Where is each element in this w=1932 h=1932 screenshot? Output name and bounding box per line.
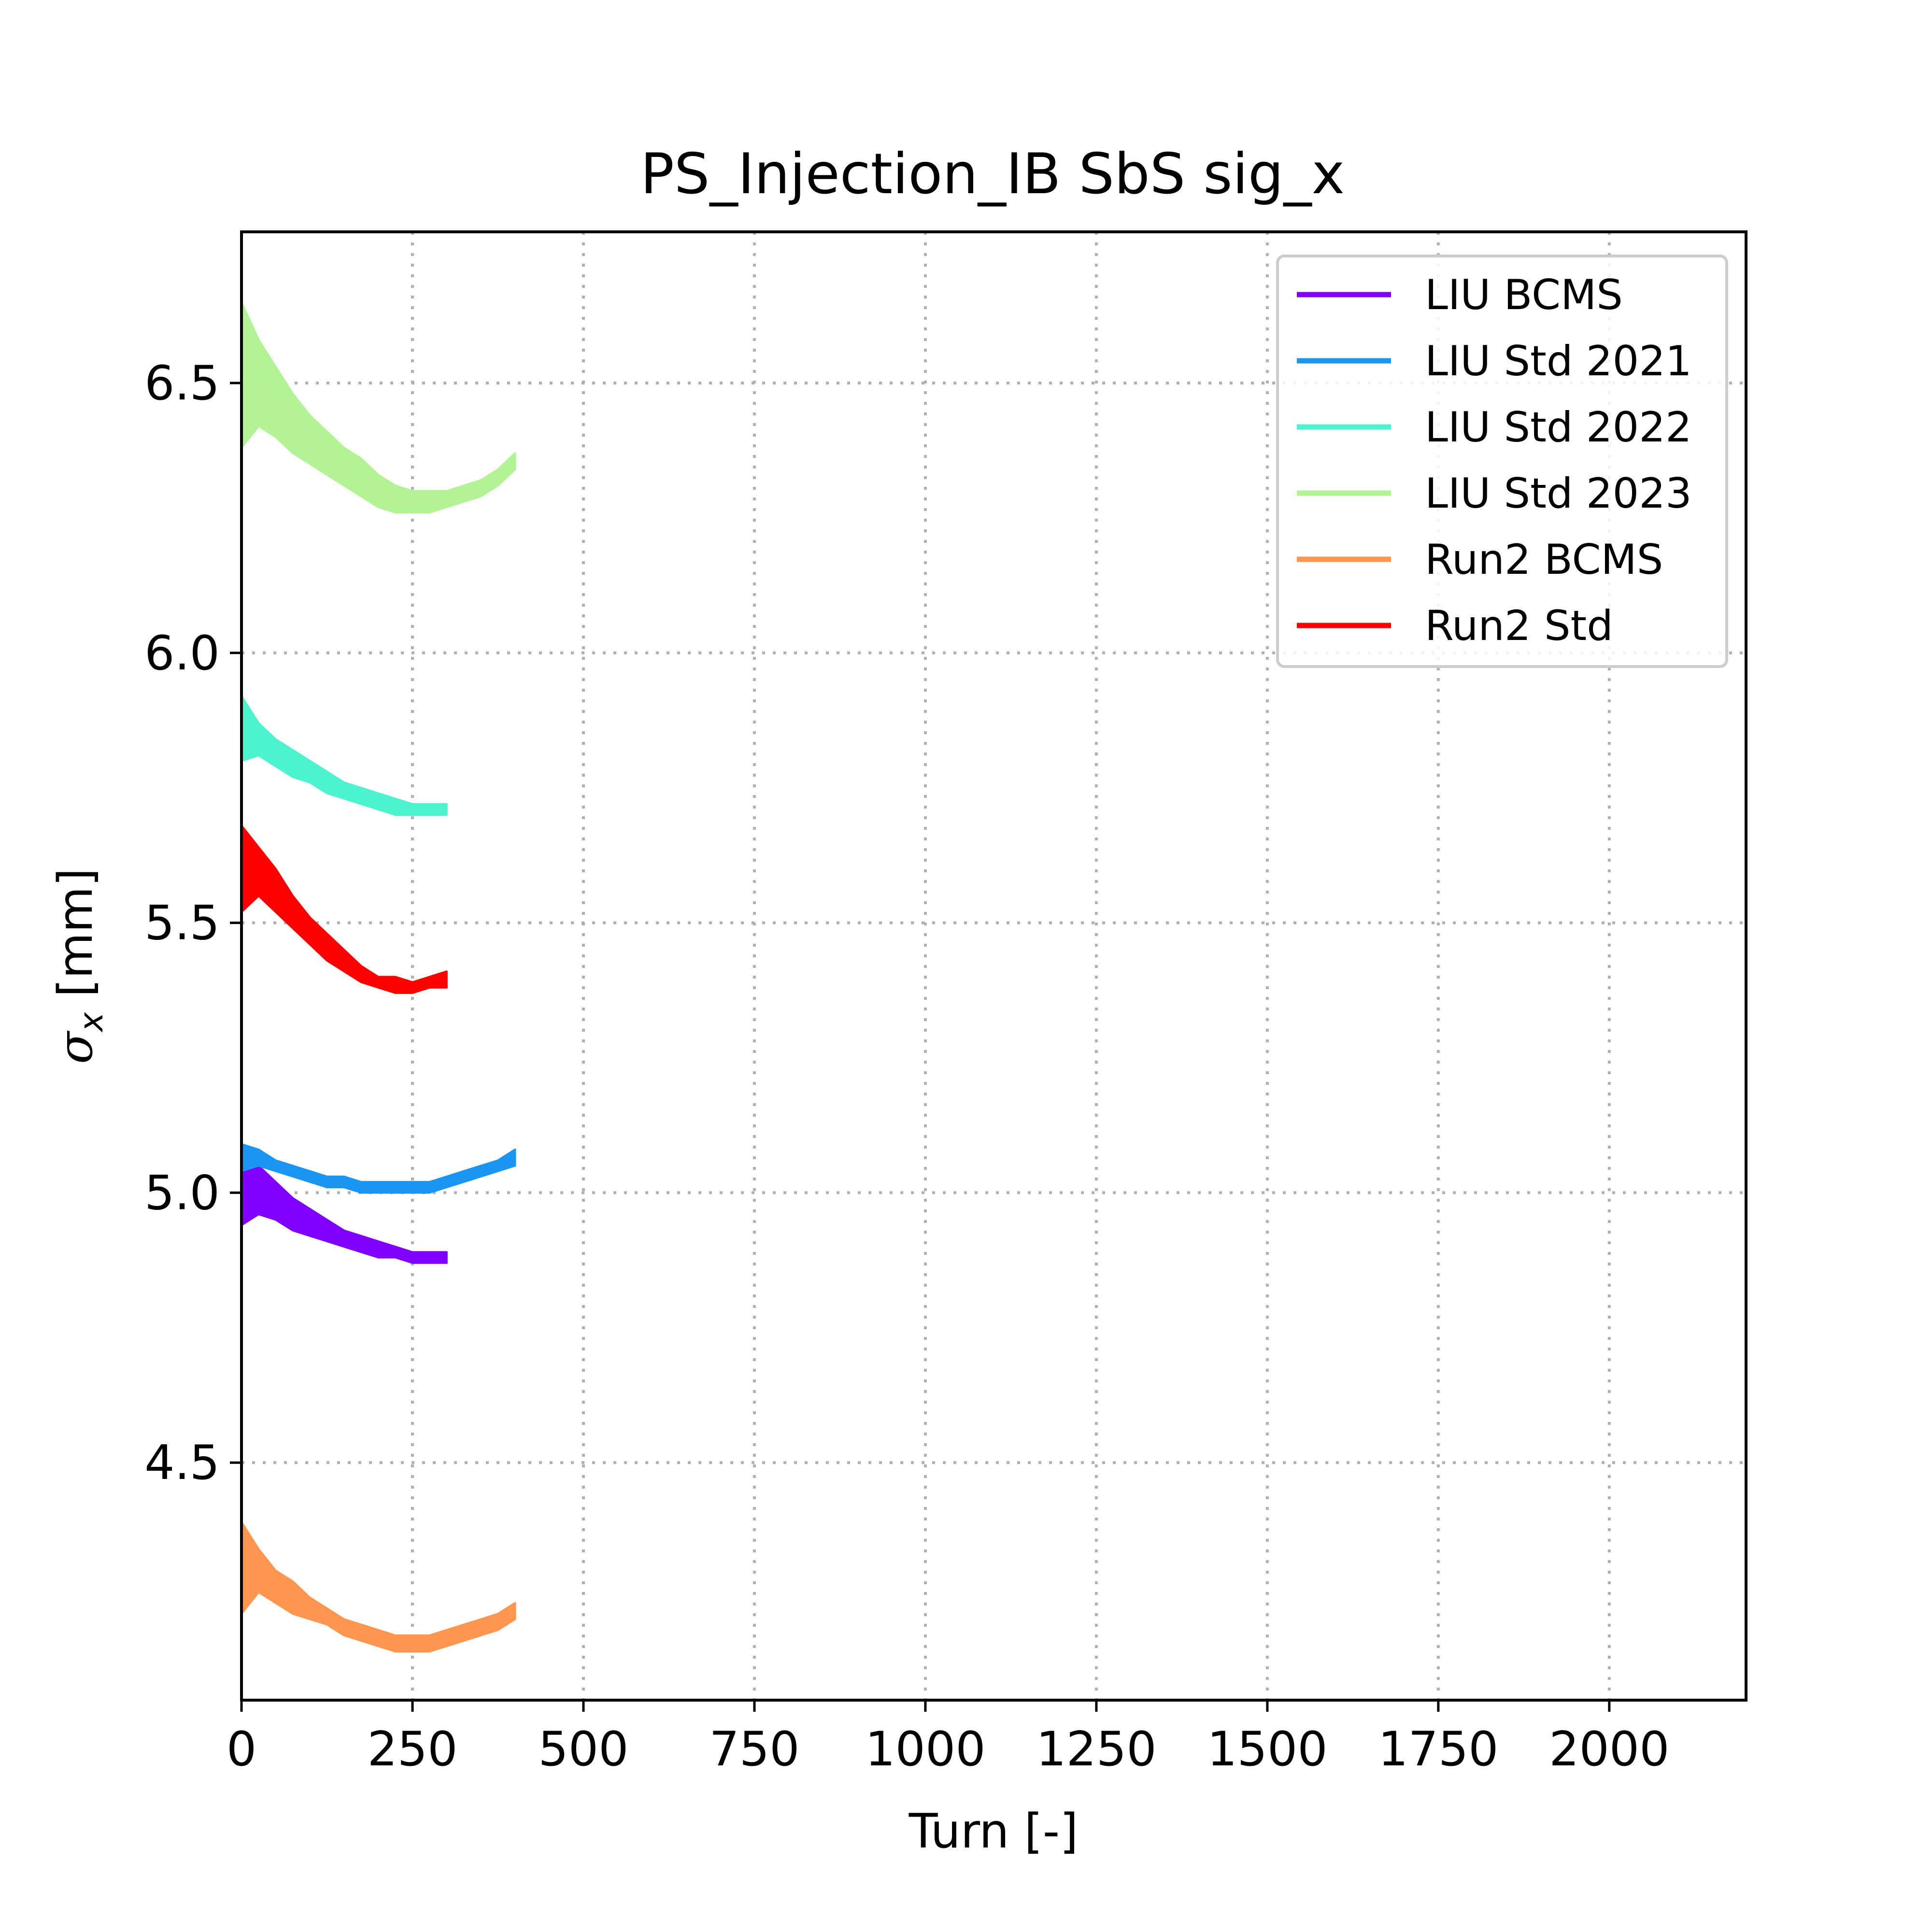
y-tick-label: 5.5 bbox=[144, 896, 220, 951]
series-band-5 bbox=[241, 1521, 516, 1653]
series-band-6 bbox=[241, 824, 448, 994]
legend-label: Run2 BCMS bbox=[1425, 536, 1663, 584]
y-axis-subscript: x bbox=[72, 1012, 111, 1033]
x-tick-label: 750 bbox=[709, 1722, 799, 1777]
y-axis-label: σx [mm] bbox=[48, 868, 111, 1064]
series-band-2 bbox=[241, 1143, 516, 1194]
legend-label: LIU BCMS bbox=[1425, 271, 1623, 319]
x-tick-label: 1250 bbox=[1036, 1722, 1156, 1777]
y-axis-unit: [mm] bbox=[48, 868, 103, 1012]
legend-label: LIU Std 2021 bbox=[1425, 337, 1692, 385]
legend: LIU BCMS LIU Std 2021 LIU Std 2022 LIU Std … bbox=[1276, 255, 1728, 668]
plot-frame bbox=[240, 230, 1747, 1702]
y-tick-label: 6.5 bbox=[144, 356, 220, 411]
x-ticks: 0 250 500 750 1000 1250 1500 1750 2000 bbox=[227, 1700, 1670, 1777]
legend-label: Run2 Std bbox=[1425, 602, 1613, 650]
x-tick-label: 1000 bbox=[865, 1722, 985, 1777]
x-tick-label: 1750 bbox=[1378, 1722, 1498, 1777]
x-tick-label: 1500 bbox=[1207, 1722, 1327, 1777]
x-tick-label: 500 bbox=[538, 1722, 628, 1777]
x-tick-label: 0 bbox=[227, 1722, 256, 1777]
y-axis-symbol: σ bbox=[48, 1030, 103, 1064]
legend-label: LIU Std 2023 bbox=[1425, 469, 1692, 518]
series-band-1 bbox=[241, 1154, 448, 1264]
series-layer bbox=[241, 301, 516, 1653]
series-band-3 bbox=[241, 695, 448, 816]
y-tick-label: 5.0 bbox=[144, 1165, 220, 1221]
y-ticks: 4.5 5.0 5.5 6.0 6.5 bbox=[144, 356, 242, 1491]
x-tick-label: 250 bbox=[367, 1722, 457, 1777]
series-band-4 bbox=[241, 301, 516, 514]
legend-label: LIU Std 2022 bbox=[1425, 403, 1692, 452]
chart-title: PS_Injection_IB SbS sig_x bbox=[640, 142, 1345, 207]
y-tick-label: 6.0 bbox=[144, 626, 220, 681]
y-tick-label: 4.5 bbox=[144, 1435, 220, 1491]
x-axis-label: Turn [-] bbox=[909, 1804, 1079, 1859]
x-tick-label: 2000 bbox=[1549, 1722, 1669, 1777]
